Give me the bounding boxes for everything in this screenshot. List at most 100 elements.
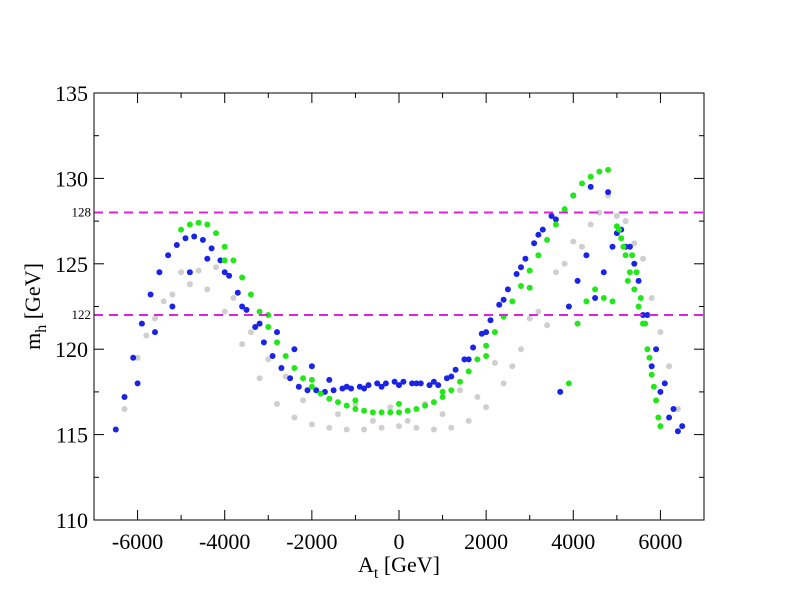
data-point	[326, 376, 333, 383]
data-point	[265, 312, 272, 318]
data-point	[239, 303, 246, 310]
data-point	[199, 236, 206, 243]
data-point	[570, 192, 577, 199]
data-point	[221, 243, 228, 250]
data-point	[317, 390, 324, 397]
data-point	[430, 399, 437, 406]
data-point	[640, 255, 646, 262]
data-point	[234, 289, 241, 296]
data-point	[618, 235, 625, 242]
data-point	[382, 380, 389, 387]
data-point	[304, 387, 311, 394]
data-point	[160, 298, 167, 305]
data-point	[439, 411, 446, 418]
series-2	[178, 166, 664, 430]
data-point	[186, 281, 193, 288]
data-point	[648, 295, 655, 301]
data-point	[213, 230, 219, 237]
data-point	[147, 291, 154, 298]
data-point	[535, 252, 542, 259]
data-point	[204, 255, 211, 262]
data-point	[378, 409, 385, 416]
data-points	[112, 166, 686, 435]
data-point	[626, 269, 633, 276]
data-point	[674, 428, 681, 435]
y-tick-label: 125	[55, 252, 88, 277]
reference-line-label: 122	[72, 307, 92, 322]
data-point	[646, 354, 653, 361]
data-point	[620, 243, 627, 250]
data-point	[491, 329, 498, 336]
y-tick-label: 115	[56, 423, 88, 448]
data-point	[483, 404, 490, 411]
data-point	[165, 252, 172, 259]
data-point	[561, 206, 568, 213]
data-point	[544, 236, 551, 243]
data-point	[624, 277, 631, 284]
data-point	[352, 397, 359, 404]
y-tick-label: 130	[55, 166, 88, 191]
data-point	[308, 376, 315, 383]
data-point	[583, 252, 590, 259]
data-point	[221, 269, 228, 276]
data-point	[400, 378, 407, 385]
data-point	[483, 353, 490, 359]
data-point	[522, 255, 529, 262]
data-point	[661, 380, 668, 387]
data-point	[369, 409, 376, 416]
data-point	[343, 426, 350, 433]
data-point	[609, 243, 616, 250]
data-point	[474, 356, 481, 363]
data-point	[335, 411, 341, 418]
data-point	[426, 382, 433, 389]
data-point	[539, 226, 546, 233]
data-point	[570, 238, 577, 245]
data-point	[243, 306, 250, 313]
data-point	[487, 317, 494, 324]
data-point	[579, 243, 585, 250]
data-point	[256, 308, 263, 315]
data-point	[361, 385, 368, 392]
data-point	[526, 284, 533, 291]
data-point	[448, 424, 455, 431]
data-point	[156, 269, 163, 276]
data-point	[195, 219, 202, 226]
x-tick-label: 6000	[638, 529, 682, 554]
reference-line-label: 128	[72, 205, 92, 220]
data-point	[182, 235, 189, 242]
data-point	[496, 301, 503, 308]
data-point	[396, 409, 402, 416]
data-point	[504, 286, 511, 293]
data-point	[587, 173, 594, 180]
data-point	[557, 388, 564, 395]
data-point	[300, 375, 307, 382]
data-point	[191, 233, 198, 240]
y-tick-label: 135	[55, 81, 88, 106]
data-point	[169, 291, 176, 298]
data-point	[121, 394, 128, 400]
data-point	[330, 387, 337, 394]
data-point	[326, 424, 333, 431]
data-point	[396, 423, 402, 430]
data-point	[648, 363, 655, 370]
data-point	[644, 312, 651, 318]
data-point	[461, 356, 468, 363]
data-point	[509, 363, 516, 370]
data-point	[565, 380, 572, 387]
data-point	[352, 406, 359, 412]
data-point	[387, 409, 394, 416]
data-point	[448, 373, 455, 380]
data-point	[256, 375, 263, 382]
data-point	[413, 406, 420, 412]
data-point	[457, 378, 463, 385]
reference-lines: 128 122	[72, 205, 708, 322]
data-point	[626, 243, 633, 250]
data-point	[361, 426, 368, 433]
data-point	[130, 354, 137, 361]
data-point	[178, 269, 185, 276]
data-point	[465, 356, 472, 363]
data-point	[274, 339, 280, 346]
data-point	[513, 271, 520, 277]
data-point	[535, 308, 542, 315]
